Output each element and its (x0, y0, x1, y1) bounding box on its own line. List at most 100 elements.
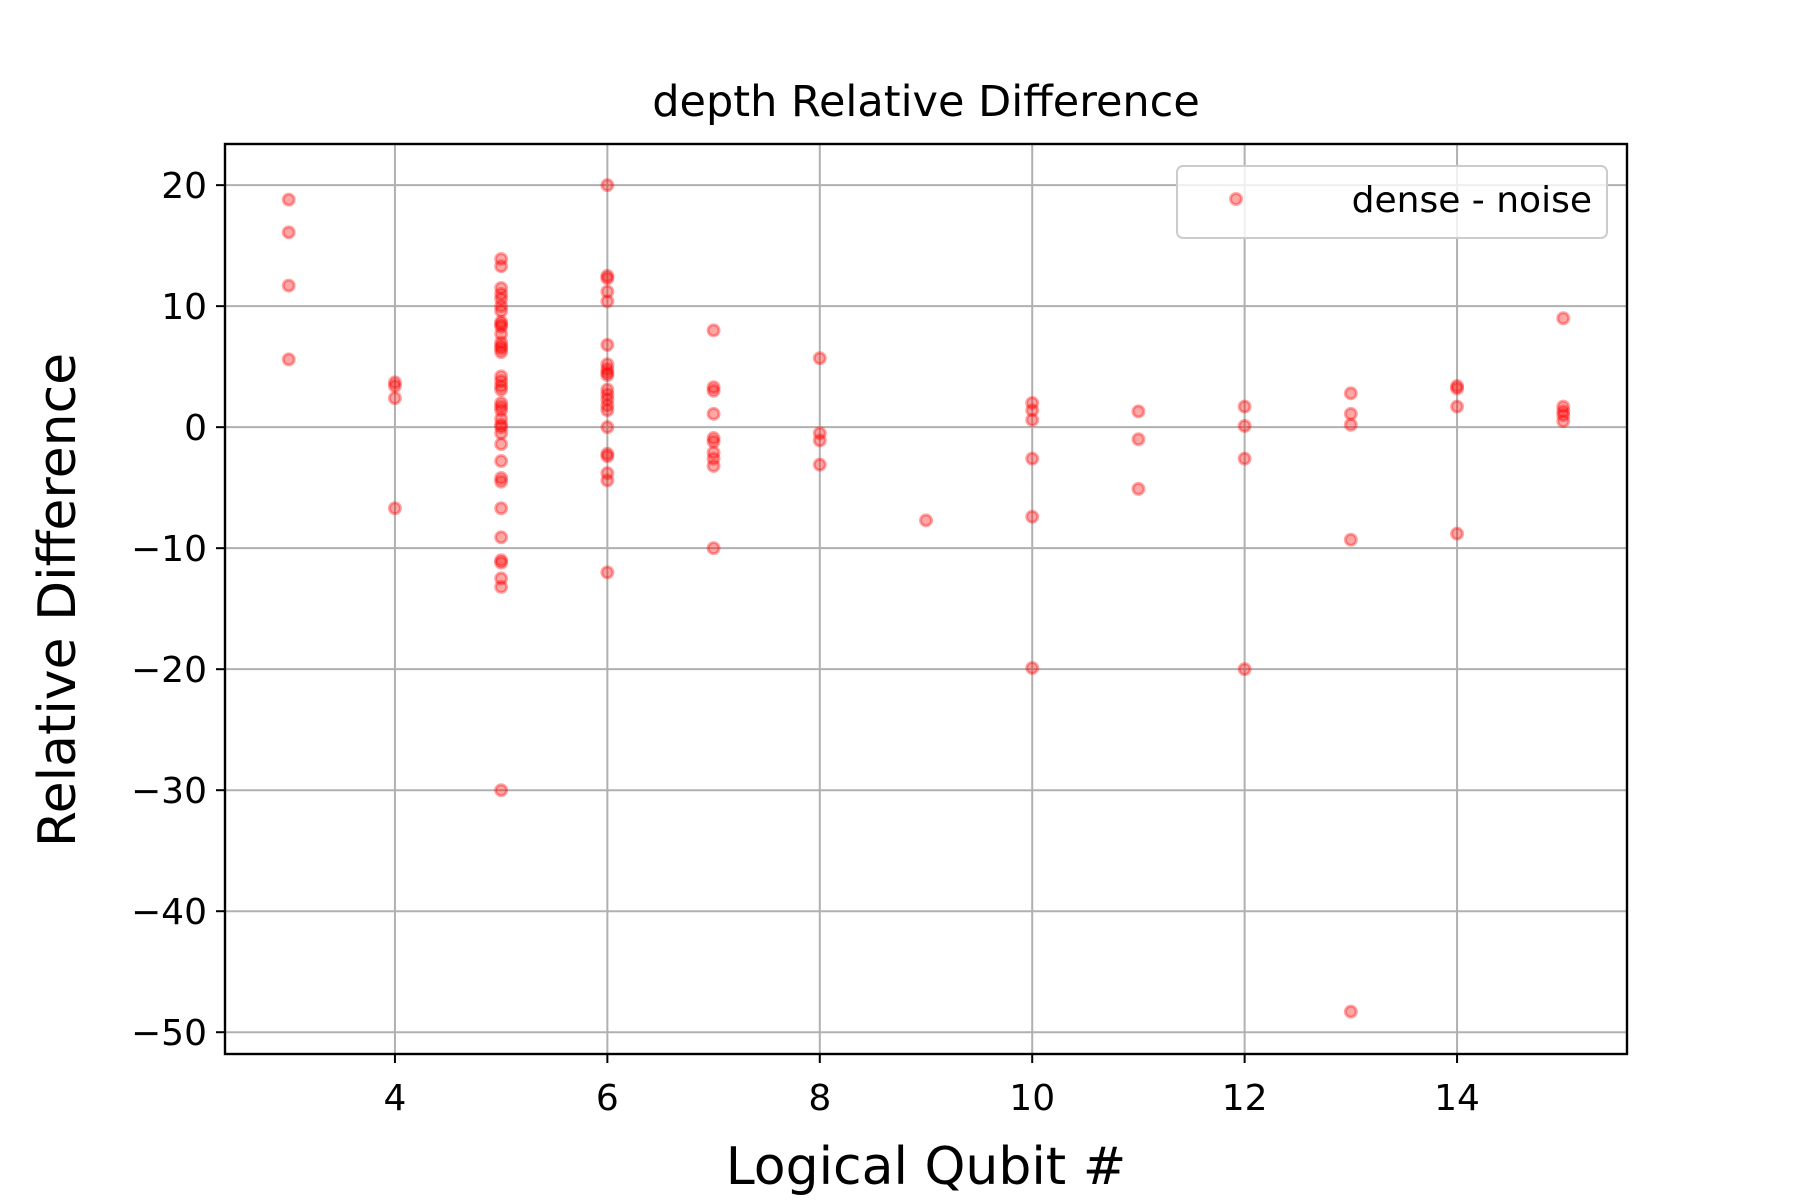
data-point (387, 501, 402, 516)
data-point (281, 352, 296, 367)
data-point (706, 380, 721, 395)
y-tick-label: −40 (131, 892, 207, 933)
data-point (494, 319, 509, 334)
y-tick-label: 10 (161, 287, 207, 328)
data-point (1343, 406, 1358, 421)
data-point (812, 433, 827, 448)
data-point (1450, 526, 1465, 541)
data-point (494, 382, 509, 397)
data-point (494, 411, 509, 426)
data-point (494, 437, 509, 452)
data-point (600, 368, 615, 383)
data-point (600, 466, 615, 481)
data-point (494, 314, 509, 329)
data-point (600, 178, 615, 193)
data-point (494, 420, 509, 435)
data-point (1556, 404, 1571, 419)
data-point (1025, 660, 1040, 675)
data-point (494, 379, 509, 394)
data-point (600, 268, 615, 283)
data-point (1237, 451, 1252, 466)
data-point (494, 317, 509, 332)
data-point (494, 339, 509, 354)
data-point (494, 374, 509, 389)
data-point (706, 451, 721, 466)
data-point (494, 259, 509, 274)
x-tick-label: 10 (1009, 1078, 1055, 1119)
legend-label: dense - noise (1352, 180, 1592, 221)
data-point (812, 426, 827, 441)
data-point (494, 341, 509, 356)
data-point (494, 369, 509, 384)
data-point (919, 513, 933, 528)
x-tick-label: 8 (808, 1078, 831, 1119)
data-point (494, 287, 509, 302)
data-point (494, 571, 509, 586)
data-point (494, 470, 509, 485)
data-point (1556, 311, 1571, 326)
grid-lines (225, 144, 1627, 1054)
data-point (1343, 532, 1358, 547)
data-point (706, 383, 721, 398)
data-point (600, 365, 615, 380)
data-point (1343, 386, 1358, 401)
data-point (494, 299, 509, 314)
data-point (600, 271, 615, 286)
data-point (706, 434, 721, 449)
data-point (494, 303, 509, 318)
data-point (812, 351, 827, 366)
data-point (494, 553, 509, 568)
data-point (1450, 381, 1465, 396)
data-point (494, 345, 509, 360)
data-point (494, 426, 509, 441)
data-point (706, 431, 721, 446)
data-point (494, 251, 509, 266)
data-point (706, 541, 721, 556)
data-point (1025, 509, 1040, 524)
data-point (600, 362, 615, 377)
data-point (281, 192, 296, 207)
data-point (494, 291, 509, 306)
x-axis-label: Logical Qubit # (726, 1137, 1127, 1197)
data-point (494, 417, 509, 432)
data-point (600, 473, 615, 488)
data-point (1450, 379, 1465, 394)
legend-box (1176, 165, 1608, 239)
data-point (494, 501, 509, 516)
x-tick-label: 12 (1222, 1078, 1268, 1119)
data-point (600, 403, 615, 418)
data-point (600, 382, 615, 397)
data-point (600, 565, 615, 580)
chart-title: depth Relative Difference (652, 77, 1200, 127)
data-point (1025, 412, 1040, 427)
data-point (494, 555, 509, 570)
data-point (706, 406, 721, 421)
data-point (494, 783, 509, 798)
data-point (387, 375, 402, 390)
y-tick-label: 0 (184, 408, 207, 449)
legend-marker (1229, 192, 1243, 206)
data-point (494, 403, 509, 418)
plot-frame (223, 142, 1629, 1056)
x-tick-label: 4 (383, 1078, 406, 1119)
data-point (494, 395, 509, 410)
data-point (1237, 418, 1252, 433)
data-point (600, 357, 615, 372)
axis-ticks: 4 6 8 10 12 14 20 10 0 −10 −20 −30 −40 −50 (131, 166, 1480, 1119)
data-point (1343, 417, 1358, 432)
data-point (281, 278, 296, 293)
y-tick-label: −50 (131, 1013, 207, 1054)
data-point (706, 323, 721, 338)
y-axis-label: Relative Difference (28, 353, 88, 847)
data-point (1450, 399, 1465, 414)
data-point (600, 398, 615, 413)
data-point (1556, 408, 1571, 423)
data-point (600, 337, 615, 352)
plot-area-background (225, 144, 1627, 1054)
data-point (1025, 451, 1040, 466)
data-point (1556, 414, 1571, 429)
data-point (1131, 481, 1146, 496)
data-point (387, 391, 402, 406)
data-point (494, 454, 509, 469)
